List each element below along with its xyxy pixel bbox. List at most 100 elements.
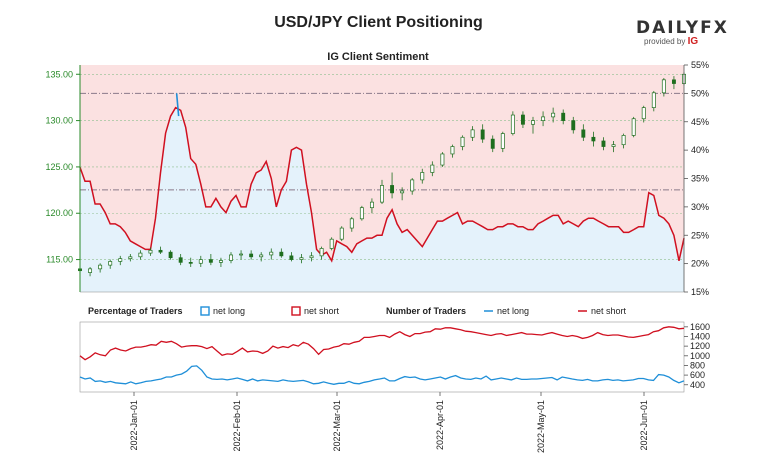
legend-percentage-title: Percentage of Traders [88,306,183,316]
price-candle [218,260,223,263]
price-candle [661,79,666,94]
price-candle [369,201,374,209]
price-candle [611,144,616,147]
price-tick-label: 125.00 [45,162,73,172]
x-tick-label: 2022-Apr-01 [435,400,445,450]
price-candle [581,129,586,138]
price-tick-label: 130.00 [45,116,73,126]
price-candle [178,257,183,263]
traders-tick-label: 400 [690,380,705,390]
price-candle [490,138,495,149]
price-candle [591,136,596,142]
price-candle [128,256,133,259]
traders-tick-label: 1200 [690,341,710,351]
pct-tick-label: 25% [691,230,709,240]
price-candle [400,190,405,194]
traders-tick-label: 600 [690,370,705,380]
traders-tick-label: 800 [690,360,705,370]
price-candle [208,259,213,263]
price-candle [239,253,244,256]
traders-tick-label: 1600 [690,322,710,332]
price-candle [410,179,415,192]
chart-title: USD/JPY Client Positioning [274,14,483,31]
price-candle [430,164,435,173]
price-candle [480,129,485,140]
price-candle [520,114,525,125]
price-candle [229,254,233,261]
chart-subtitle: IG Client Sentiment [327,51,429,63]
price-candle [621,135,626,146]
pct-tick-label: 55% [691,60,709,70]
price-candle [279,251,284,257]
traders-net-long-line [79,365,685,385]
traders-tick-label: 1000 [690,351,710,361]
price-candle [158,249,163,253]
price-candle [440,153,445,166]
price-candle [168,251,173,259]
pct-tick-label: 35% [691,174,709,184]
price-candle [631,118,636,136]
legend-num-net-short: net short [591,306,627,316]
price-candle [380,185,384,203]
price-candle [329,238,334,249]
provided-by-text: provided by [644,37,686,46]
price-candle [299,257,304,260]
pct-tick-label: 40% [691,145,709,155]
traders-net-short-line [79,326,685,361]
price-candle [541,116,546,121]
legend-num-net-long: net long [497,306,529,316]
price-candle [148,249,153,254]
legend-net-short-box [291,306,301,316]
price-candle [188,262,193,264]
price-candle [641,107,646,120]
legend-number-title: Number of Traders [386,306,466,316]
legend: Percentage of Traders net long net short… [88,306,627,316]
price-candle [309,255,314,259]
logo-wordmark: DAILYFX [636,18,729,38]
traders-tick-label: 1400 [690,331,710,341]
dailyfx-logo: DAILYFX provided by IG [636,18,729,47]
price-candle [319,248,324,257]
price-candle [531,120,535,125]
pct-tick-label: 45% [691,117,709,127]
price-candle [510,114,515,134]
price-candle [551,112,556,118]
pct-tick-label: 15% [691,287,709,297]
price-tick-label: 120.00 [45,208,73,218]
x-tick-label: 2022-Jun-01 [639,400,649,451]
price-candle [269,251,274,256]
price-candle [651,92,656,108]
legend-pct-net-long: net long [213,306,245,316]
price-candle [289,255,294,260]
legend-pct-net-short: net short [304,306,340,316]
main-plot: 115.00 120.00 125.00 130.00 135.00 15% 20% 25% 3… [45,60,709,297]
logo-provided-by: provided by IG [636,36,726,47]
pct-tick-label: 20% [691,259,709,269]
price-candle [138,252,143,258]
price-candle [249,253,254,258]
x-tick-label: 2022-Mar-01 [332,400,342,452]
price-candle [390,185,395,194]
pct-tick-label: 50% [691,88,709,98]
price-tick-label: 115.00 [46,255,73,265]
price-candle [420,172,425,181]
ig-brand: IG [687,36,699,47]
price-tick-label: 135.00 [45,69,73,79]
x-tick-label: 2022-Feb-01 [232,400,242,452]
price-candle [98,264,103,270]
price-candle [470,129,475,138]
x-axis: 2022-Jan-01 2022-Feb-01 2022-Mar-01 2022-Ap… [129,392,649,453]
price-candle [571,120,576,131]
price-candle [339,227,344,240]
net-short-area [80,65,684,261]
price-candle [359,207,364,220]
price-candle [259,254,264,258]
price-candle [88,268,93,273]
net-short-line [79,106,685,263]
x-tick-label: 2022-May-01 [536,400,546,453]
price-candle [561,112,566,121]
price-candle [601,140,606,147]
price-candle [118,258,123,262]
net-long-segment [175,93,180,117]
